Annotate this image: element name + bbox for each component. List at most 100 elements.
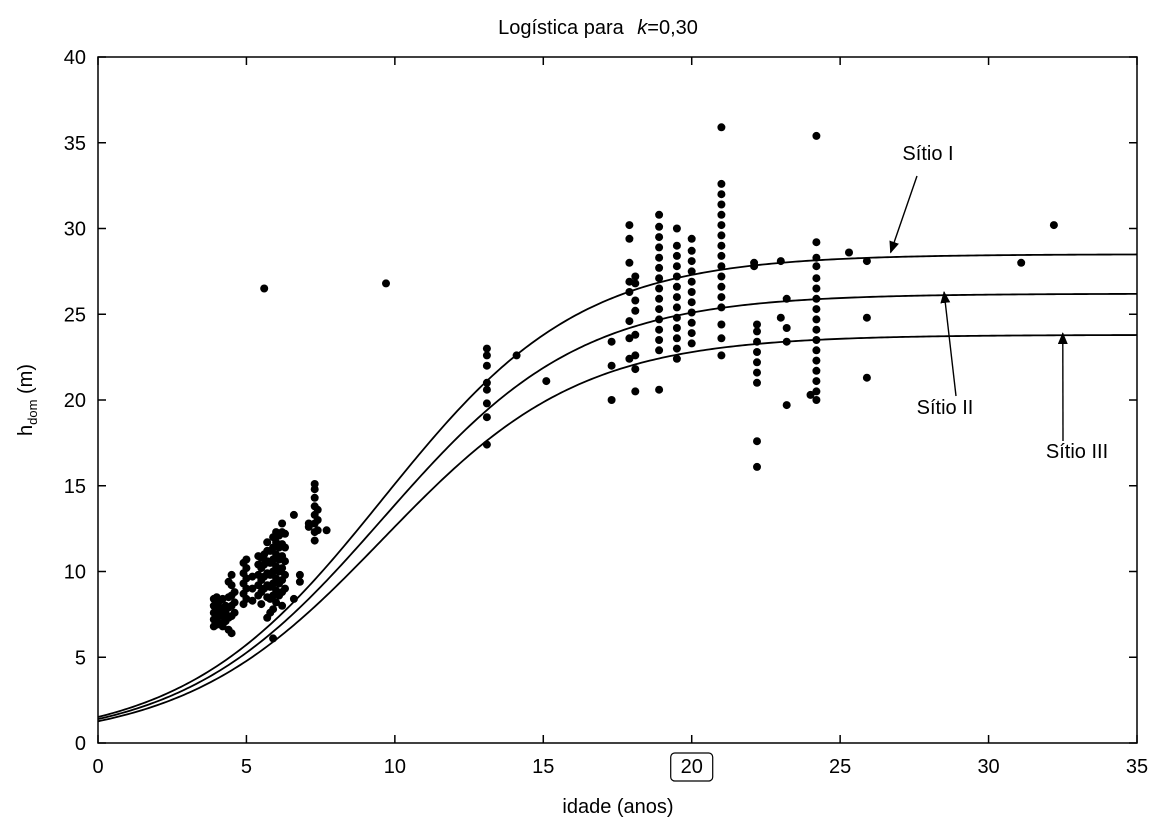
- data-point: [717, 190, 726, 199]
- data-point: [753, 437, 761, 446]
- data-point: [248, 596, 257, 605]
- data-point: [753, 320, 761, 329]
- data-point: [812, 294, 821, 303]
- x-tick-highlight-box: [670, 752, 714, 782]
- data-point: [625, 221, 634, 230]
- data-point: [263, 538, 272, 547]
- data-point: [230, 588, 239, 597]
- data-point: [289, 510, 298, 519]
- data-point: [625, 334, 634, 343]
- data-point: [512, 351, 521, 360]
- data-point: [812, 274, 821, 283]
- data-point: [717, 123, 726, 132]
- data-point: [655, 222, 664, 231]
- data-point: [717, 251, 726, 260]
- data-point: [812, 377, 821, 386]
- site-curve: [97, 334, 1138, 723]
- data-point: [310, 480, 319, 488]
- data-point: [717, 303, 726, 312]
- y-axis-label: hdom (m): [15, 364, 40, 436]
- data-point: [295, 577, 304, 586]
- data-point: [1049, 221, 1058, 230]
- data-point: [812, 131, 821, 140]
- data-point: [672, 324, 681, 332]
- plot-frame: [97, 56, 1138, 744]
- data-point: [717, 200, 726, 209]
- chart-title-k: k: [637, 17, 648, 39]
- data-point: [631, 387, 640, 396]
- y-axis-ticks: 0 5 10 15 20 25 30 35 40: [64, 47, 1137, 755]
- x-tick-label: 5: [241, 756, 252, 778]
- data-point: [607, 361, 616, 370]
- data-point: [625, 317, 634, 326]
- data-point: [687, 277, 696, 286]
- data-point: [625, 288, 634, 296]
- annotation-arrow: [940, 290, 957, 397]
- data-point: [753, 368, 761, 377]
- data-point: [687, 288, 696, 296]
- x-tick-label: 15: [532, 756, 554, 778]
- data-point: [625, 234, 634, 243]
- data-point: [310, 493, 319, 502]
- y-axis-label-main: h: [15, 425, 37, 436]
- data-point: [313, 505, 322, 514]
- data-point: [631, 306, 640, 315]
- data-point: [278, 564, 287, 573]
- data-point: [782, 401, 791, 410]
- data-point: [655, 315, 664, 324]
- data-point: [672, 251, 681, 260]
- site-annotations: Sítio I Sítio II Sítio III: [889, 143, 1108, 463]
- data-point: [655, 385, 664, 394]
- data-point: [672, 293, 681, 302]
- data-point: [281, 570, 289, 579]
- data-point: [313, 526, 322, 535]
- data-point: [782, 294, 791, 303]
- data-point: [625, 258, 634, 267]
- data-point: [812, 262, 821, 271]
- data-point: [289, 594, 298, 603]
- data-point: [717, 351, 726, 360]
- data-point: [655, 336, 664, 344]
- data-point: [687, 257, 696, 266]
- x-tick-label: 35: [1126, 756, 1148, 778]
- data-point: [812, 305, 821, 314]
- annotation-label: Sítio II: [917, 397, 974, 419]
- data-point: [862, 313, 871, 322]
- data-point: [631, 365, 640, 374]
- site-curve: [97, 253, 1138, 718]
- y-tick-label: 15: [64, 476, 86, 498]
- data-point: [242, 574, 251, 583]
- data-point: [482, 399, 491, 408]
- data-point: [717, 221, 726, 230]
- data-point: [806, 390, 815, 399]
- data-point: [845, 248, 853, 257]
- data-point: [717, 179, 726, 188]
- data-point: [717, 282, 726, 291]
- data-point: [382, 279, 390, 288]
- x-tick-label: 10: [384, 756, 406, 778]
- data-point: [322, 526, 331, 535]
- x-tick-label: 30: [977, 756, 999, 778]
- data-point: [304, 522, 313, 531]
- data-point: [269, 605, 278, 614]
- data-point: [776, 257, 785, 266]
- chart-title-prefix: Logística para: [498, 17, 625, 39]
- data-point: [672, 354, 681, 363]
- x-tick-label: 20: [681, 756, 703, 778]
- data-point: [482, 440, 491, 449]
- data-points: [209, 123, 1058, 643]
- data-point: [257, 600, 266, 609]
- data-point: [482, 385, 491, 394]
- data-point: [655, 243, 664, 252]
- data-point: [655, 294, 664, 303]
- y-tick-label: 40: [64, 47, 86, 69]
- data-point: [227, 570, 236, 579]
- data-point: [672, 272, 681, 281]
- data-point: [672, 303, 681, 312]
- data-point: [278, 601, 287, 610]
- data-point: [260, 284, 269, 293]
- data-point: [655, 263, 664, 272]
- data-point: [313, 516, 322, 524]
- chart-title: Logística para k=0,30: [498, 17, 698, 39]
